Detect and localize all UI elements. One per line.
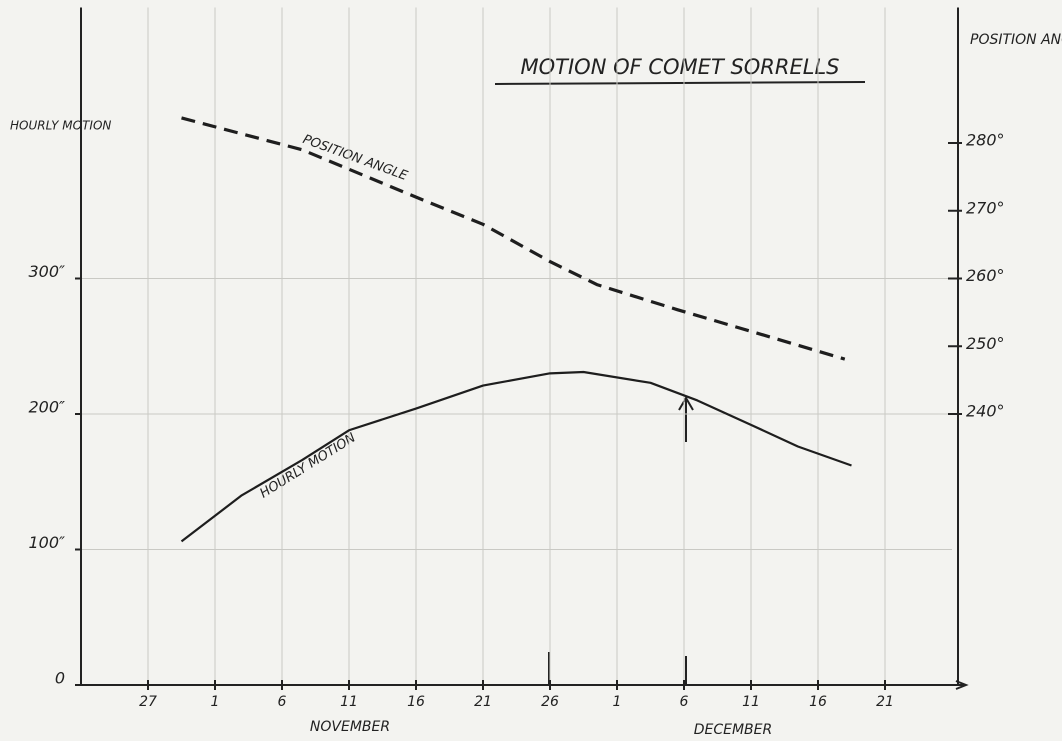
x-tick-label: 26 xyxy=(541,694,559,710)
y2-tick-label: 270° xyxy=(966,198,1005,217)
y-tick-label: 200″ xyxy=(28,398,65,417)
x-tick-label: 16 xyxy=(809,694,827,710)
x-tick-label: 11 xyxy=(742,694,760,710)
y2-tick-label: 260° xyxy=(966,266,1005,285)
x-tick-label: 21 xyxy=(876,694,894,710)
y2-tick-label: 250° xyxy=(966,334,1005,353)
x-tick-label: 11 xyxy=(340,694,358,710)
x-tick-label: 6 xyxy=(680,694,689,710)
x-tick-label: 6 xyxy=(278,694,287,710)
month-label: NOVEMBER xyxy=(310,719,390,735)
y2-axis-title: POSITION ANGLE xyxy=(970,32,1062,48)
chart: MOTION OF COMET SORRELLS HOURLY MOTION P… xyxy=(0,0,1062,741)
y-axis-title: HOURLY MOTION xyxy=(10,119,111,133)
y-tick-label: 100″ xyxy=(28,533,65,552)
y-tick-label: 300″ xyxy=(28,262,65,281)
y-tick-label: 0 xyxy=(55,669,65,688)
x-tick-label: 1 xyxy=(613,694,622,710)
x-tick-label: 21 xyxy=(474,694,492,710)
x-tick-label: 1 xyxy=(211,694,220,710)
chart-title: MOTION OF COMET SORRELLS xyxy=(521,55,840,79)
y2-tick-label: 280° xyxy=(966,131,1005,150)
month-label: DECEMBER xyxy=(694,722,773,738)
x-tick-label: 27 xyxy=(139,694,157,710)
paper xyxy=(0,0,1062,741)
y2-tick-label: 240° xyxy=(966,402,1005,421)
x-tick-label: 16 xyxy=(407,694,425,710)
